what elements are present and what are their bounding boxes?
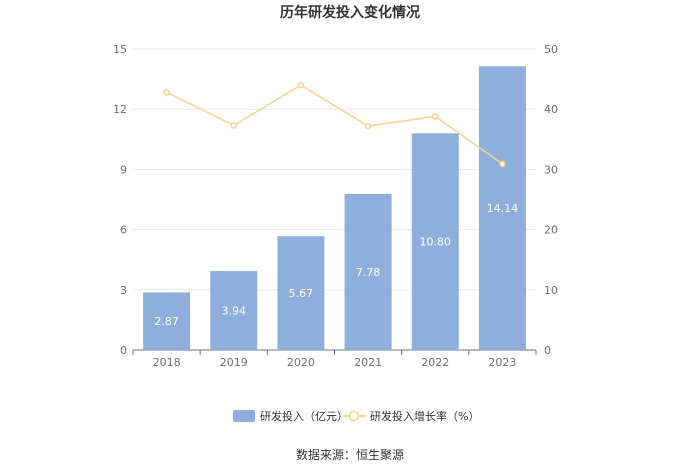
grid-lines (133, 48, 536, 291)
bar[interactable] (143, 292, 191, 350)
growth-rate-point[interactable] (499, 160, 506, 168)
bar-series: 2.87 3.94 5.67 7.78 10.80 14.14 (143, 66, 526, 351)
y-left-tick-label: 3 (120, 284, 127, 297)
legend-line-label: 研发投入增长率（%） (370, 409, 479, 423)
growth-rate-point[interactable] (364, 122, 372, 130)
bar-value-label: 2.87 (154, 315, 179, 328)
bar-value-label: 3.94 (222, 304, 247, 317)
legend[interactable]: 研发投入（亿元） 研发投入增长率（%） (233, 409, 479, 423)
x-tick-label: 2018 (153, 356, 181, 369)
y-left-tick-label: 12 (113, 103, 127, 116)
bar-value-label: 7.78 (356, 266, 381, 279)
x-tick-label: 2022 (421, 356, 449, 369)
legend-bar-swatch (233, 410, 255, 422)
y-left-tick-label: 0 (120, 344, 127, 357)
growth-rate-point[interactable] (230, 122, 237, 129)
bar-value-label: 10.80 (420, 236, 452, 249)
y-right-tick-label: 30 (544, 163, 558, 176)
y-left-tick-label: 9 (120, 163, 127, 176)
growth-rate-point[interactable] (163, 89, 170, 96)
legend-line-marker (348, 410, 360, 422)
x-tick-label: 2020 (287, 356, 315, 369)
growth-rate-point[interactable] (432, 113, 439, 120)
line-series (163, 81, 506, 168)
x-tick-label: 2021 (354, 356, 382, 369)
bar[interactable] (344, 193, 392, 350)
growth-rate-point[interactable] (297, 81, 305, 89)
y-right-tick-label: 0 (544, 344, 551, 357)
axes: 0 3 6 9 12 15 0 10 20 30 40 50 2018 2019 2020 2021 2022 2… (113, 43, 558, 369)
growth-rate-line (166, 84, 503, 165)
y-left-tick-label: 6 (120, 224, 127, 237)
bar[interactable] (411, 133, 459, 350)
y-right-tick-label: 20 (544, 224, 558, 237)
x-tick-label: 2023 (488, 356, 516, 369)
y-right-tick-label: 40 (544, 103, 558, 116)
chart-title: 历年研发投入变化情况 (280, 4, 420, 21)
bar[interactable] (478, 66, 526, 351)
y-left-tick-label: 15 (113, 43, 127, 56)
data-source: 数据来源：恒生聚源 (296, 447, 404, 462)
y-right-tick-label: 50 (544, 43, 558, 56)
bar-value-label: 14.14 (487, 202, 519, 215)
legend-bar-label: 研发投入（亿元） (260, 409, 348, 423)
bar-value-label: 5.67 (289, 287, 314, 300)
bar[interactable] (277, 236, 325, 350)
y-right-tick-label: 10 (544, 284, 558, 297)
bar[interactable] (210, 270, 258, 350)
x-tick-label: 2019 (220, 356, 248, 369)
